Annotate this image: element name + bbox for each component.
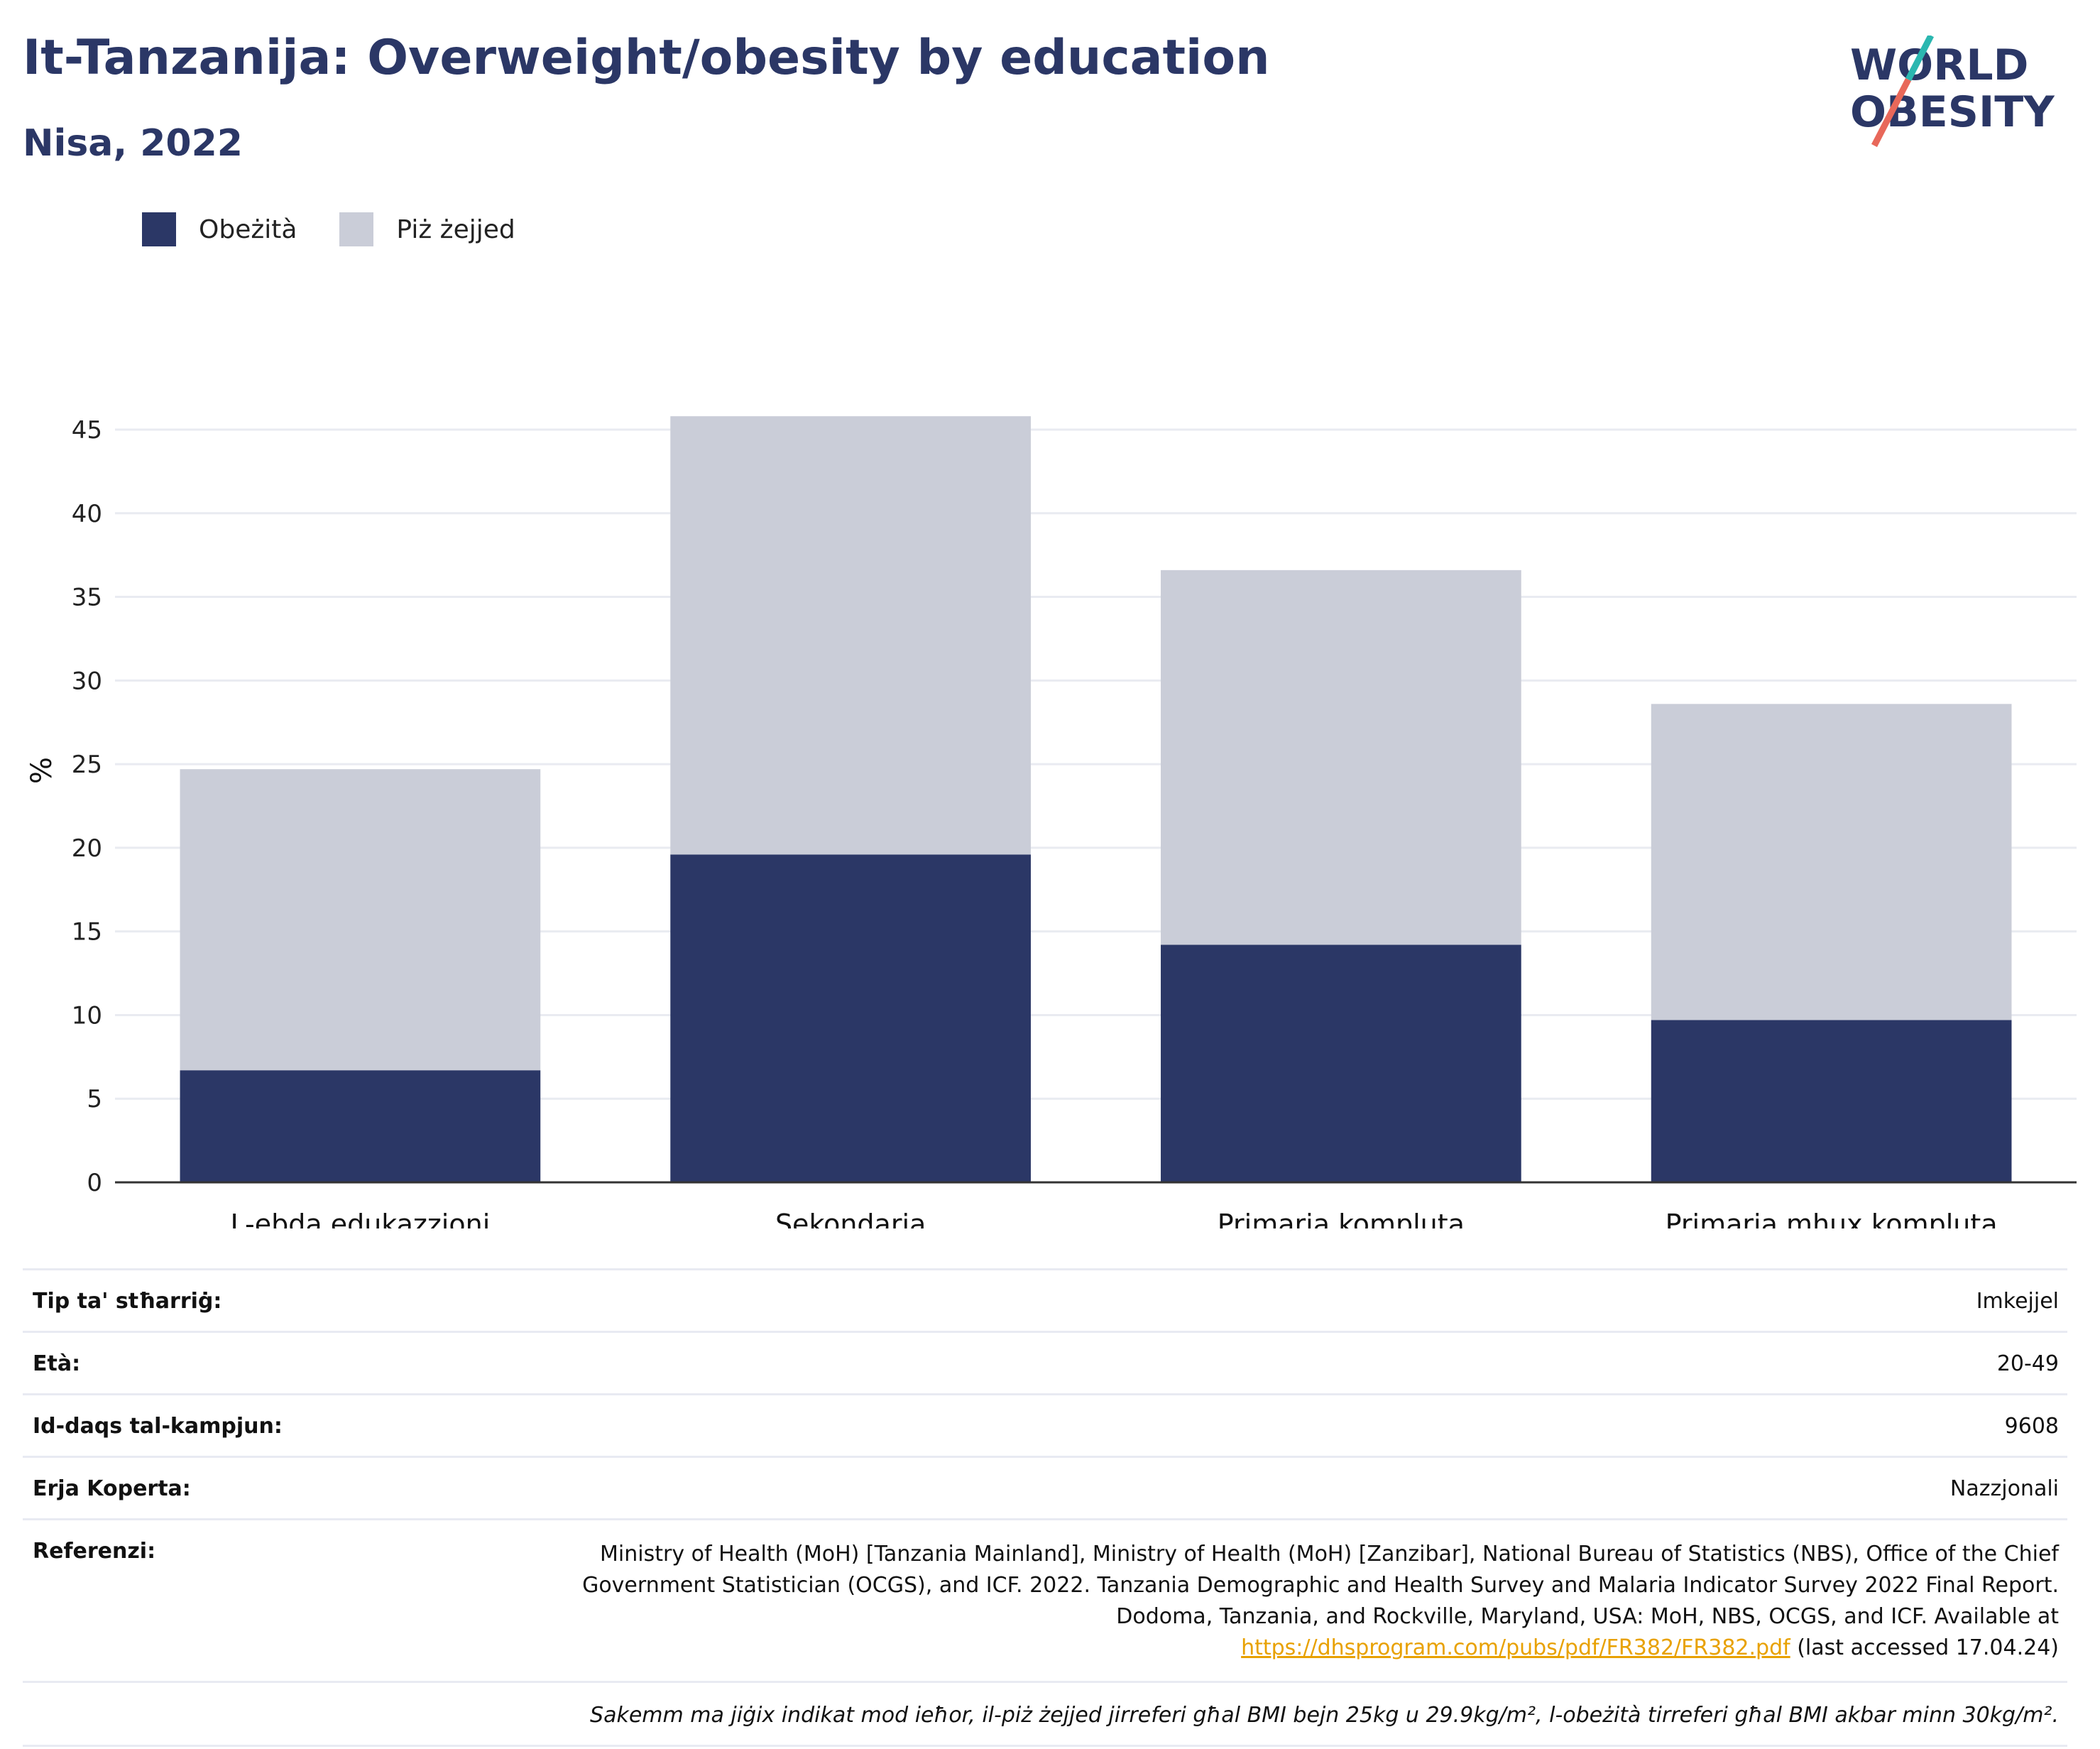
y-tick-label: 0	[87, 1169, 102, 1197]
info-table: Tip ta' stħarriġ: Imkejjel Età: 20-49 Id…	[23, 1268, 2067, 1747]
x-category-label: Sekondarja	[775, 1209, 926, 1228]
chart-title: It-Tanzanija: Overweight/obesity by educ…	[23, 30, 1270, 86]
bar-overweight	[670, 416, 1031, 855]
info-row-survey-type: Tip ta' stħarriġ: Imkejjel	[23, 1268, 2067, 1331]
reference-link[interactable]: https://dhsprogram.com/pubs/pdf/FR382/FR…	[1241, 1635, 1790, 1660]
logo-line-1: WORLD	[1850, 40, 2028, 90]
logo-teal-slash	[1905, 36, 1934, 82]
info-row-age: Età: 20-49	[23, 1331, 2067, 1393]
x-category-label: L-ebda edukazzjoni	[231, 1209, 491, 1228]
y-tick-label: 35	[72, 584, 102, 612]
bars	[180, 416, 2012, 1182]
y-tick-label: 20	[72, 834, 102, 863]
legend-label-obesity: Obeżità	[199, 214, 297, 244]
info-value-age: 20-49	[1996, 1351, 2059, 1376]
info-value-reference: Ministry of Health (MoH) [Tanzania Mainl…	[568, 1539, 2059, 1664]
y-tick-label: 30	[72, 667, 102, 695]
logo-coral-slash	[1871, 77, 1911, 148]
info-value-sample-size: 9608	[2004, 1414, 2059, 1439]
legend-item-obesity: Obeżità	[142, 212, 297, 246]
bar-obesity	[670, 854, 1031, 1182]
bar-obesity	[1161, 944, 1521, 1182]
y-tick-label: 45	[72, 416, 102, 445]
legend-swatch-overweight	[339, 212, 374, 246]
reference-suffix: (last accessed 17.04.24)	[1790, 1635, 2059, 1660]
legend-item-overweight: Piż żejjed	[339, 212, 515, 246]
axes: 0 5 10 15 20 25 30 35 40 45 L-ebda edukazzjoni Seko…	[72, 416, 2077, 1228]
chart-legend: Obeżità Piż żejjed	[142, 212, 558, 247]
info-row-reference: Referenzi: Ministry of Health (MoH) [Tan…	[23, 1518, 2067, 1681]
info-key-survey-type: Tip ta' stħarriġ:	[33, 1289, 222, 1314]
y-tick-label: 40	[72, 500, 102, 528]
info-row-area: Erja Koperta: Nazzjonali	[23, 1456, 2067, 1518]
y-tick-label: 25	[72, 751, 102, 779]
stacked-bar-chart: 0 5 10 15 20 25 30 35 40 45 L-ebda edukazzjoni Seko…	[26, 416, 2077, 1228]
reference-text: Ministry of Health (MoH) [Tanzania Mainl…	[582, 1542, 2059, 1629]
bar-overweight	[1161, 570, 1521, 945]
info-value-survey-type: Imkejjel	[1976, 1289, 2059, 1314]
y-tick-label: 10	[72, 1001, 102, 1030]
bar-obesity	[1651, 1020, 2012, 1182]
world-obesity-logo: WORLD OBESITY	[1850, 36, 2055, 148]
info-value-area: Nazzjonali	[1949, 1476, 2059, 1501]
info-key-reference: Referenzi:	[33, 1539, 156, 1564]
y-axis-title: %	[26, 757, 58, 784]
info-key-age: Età:	[33, 1351, 81, 1376]
y-tick-label: 5	[87, 1085, 102, 1113]
info-row-sample-size: Id-daqs tal-kampjun: 9608	[23, 1393, 2067, 1456]
y-tick-label: 15	[72, 918, 102, 947]
legend-label-overweight: Piż żejjed	[396, 214, 515, 244]
bar-overweight	[1651, 704, 2012, 1020]
definition-note: Sakemm ma jiġix indikat mod ieħor, il-pi…	[23, 1681, 2067, 1747]
x-category-label: Primarja mhux kompluta	[1666, 1209, 1998, 1228]
info-key-sample-size: Id-daqs tal-kampjun:	[33, 1414, 283, 1439]
info-key-area: Erja Koperta:	[33, 1476, 191, 1501]
x-category-label: Primarja kompluta	[1218, 1209, 1465, 1228]
bar-obesity	[180, 1070, 541, 1182]
legend-swatch-obesity	[142, 212, 176, 246]
chart-subtitle: Nisa, 2022	[23, 122, 243, 165]
bar-overweight	[180, 769, 541, 1071]
